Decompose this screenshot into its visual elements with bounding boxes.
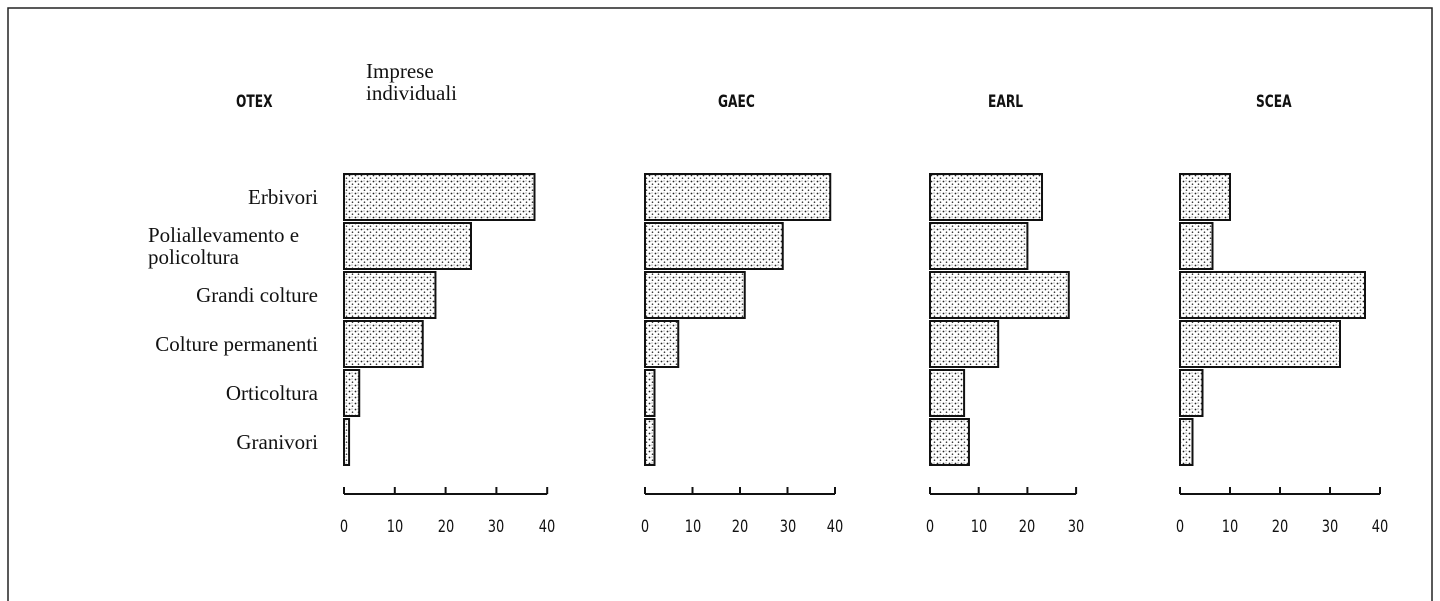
bar: [1179, 271, 1366, 319]
x-tick-label: 30: [488, 517, 505, 537]
panel-title: Imprese individuali: [366, 59, 457, 105]
x-tick-label: 30: [1321, 517, 1339, 537]
bar: [343, 222, 472, 270]
x-tick-label: 20: [1271, 517, 1289, 537]
x-tick-label: 40: [538, 517, 556, 537]
bar: [1179, 222, 1214, 270]
bar: [644, 222, 784, 270]
category-axis-label: OTEX: [236, 92, 273, 112]
category-label: Colture permanenti: [155, 332, 318, 356]
bar: [644, 369, 656, 417]
bar: [929, 222, 1029, 270]
panel-title: SCEA: [1256, 92, 1292, 112]
bar: [929, 369, 966, 417]
bar: [1179, 173, 1231, 221]
x-tick-label: 40: [826, 517, 844, 537]
x-tick-label: 10: [1221, 517, 1239, 537]
bar: [644, 271, 746, 319]
frame: [7, 7, 1433, 601]
x-tick-label: 10: [970, 517, 987, 537]
x-tick-label: 30: [1067, 517, 1085, 537]
bar: [343, 418, 351, 466]
category-label: Granivori: [236, 430, 318, 454]
x-tick-label: 0: [339, 517, 349, 537]
bar: [644, 173, 832, 221]
bar: [343, 369, 361, 417]
x-tick-label: 10: [684, 517, 701, 537]
x-tick-label: 10: [386, 517, 404, 537]
bar: [343, 271, 437, 319]
bar: [1179, 320, 1341, 368]
bar: [1179, 418, 1194, 466]
category-label: Erbivori: [248, 185, 318, 209]
bar: [929, 173, 1044, 221]
x-tick-label: 30: [779, 517, 796, 537]
x-tick-label: 20: [731, 517, 749, 537]
panel-title: GAEC: [718, 92, 755, 112]
x-tick-label: 0: [1175, 517, 1185, 537]
category-label: Grandi colture: [196, 283, 318, 307]
bar: [1179, 369, 1204, 417]
bar: [929, 320, 1000, 368]
bar: [343, 320, 424, 368]
bar: [929, 271, 1070, 319]
x-tick-label: 20: [1019, 517, 1036, 537]
category-label: Poliallevamento e policoltura: [148, 223, 300, 269]
bar: [343, 173, 536, 221]
x-tick-label: 0: [925, 517, 935, 537]
x-tick-label: 40: [1371, 517, 1389, 537]
bar: [644, 418, 656, 466]
bar: [644, 320, 680, 368]
category-label: Orticoltura: [225, 381, 318, 405]
bar: [929, 418, 970, 466]
panel-title: EARL: [988, 92, 1024, 112]
x-tick-label: 0: [640, 517, 650, 537]
x-tick-label: 20: [437, 517, 454, 537]
